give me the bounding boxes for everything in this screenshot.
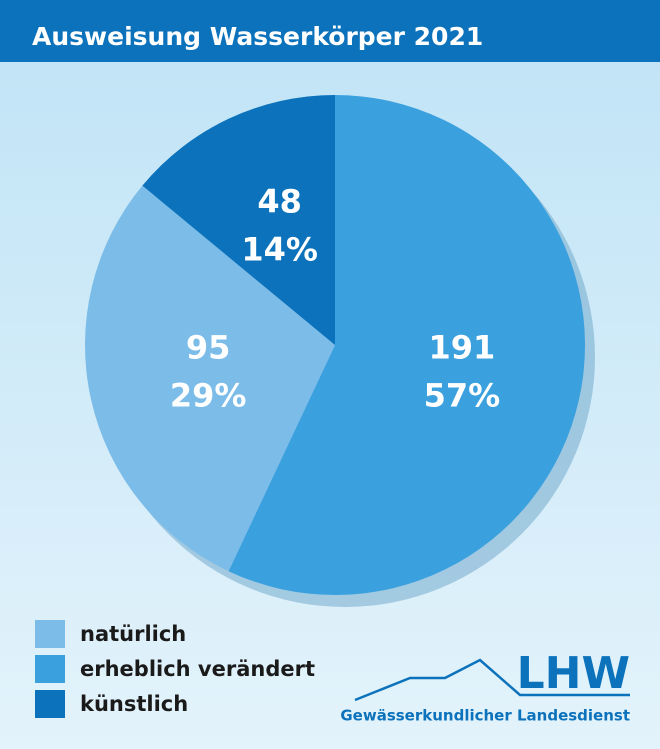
- legend-label: erheblich verändert: [80, 657, 315, 681]
- legend-label: natürlich: [80, 622, 186, 646]
- pie: 191 57% 95 29% 48 14%: [84, 95, 585, 595]
- legend: natürlich erheblich verändert künstlich: [35, 620, 315, 718]
- legend-swatch: [35, 620, 65, 648]
- logo: LHW Gewässerkundlicher Landesdienst: [340, 648, 630, 725]
- title-bar: [0, 0, 660, 62]
- chart-title: Ausweisung Wasserkörper 2021: [32, 22, 483, 51]
- slice-percent: 57%: [424, 376, 501, 414]
- logo-line: [354, 658, 630, 702]
- slice-count: 48: [257, 182, 302, 220]
- pie-slice: [142, 95, 335, 345]
- logo-name: LHW: [517, 648, 630, 699]
- slice-count: 95: [186, 328, 231, 366]
- slice-count: 191: [428, 328, 495, 366]
- legend-label: künstlich: [80, 692, 188, 716]
- slice-percent: 14%: [241, 230, 318, 268]
- slice-percent: 29%: [170, 376, 247, 414]
- pie-slice: [228, 95, 585, 595]
- legend-swatch: [35, 655, 65, 683]
- logo-subtitle: Gewässerkundlicher Landesdienst: [340, 707, 630, 725]
- legend-swatch: [35, 690, 65, 718]
- pie-slice: [84, 185, 336, 572]
